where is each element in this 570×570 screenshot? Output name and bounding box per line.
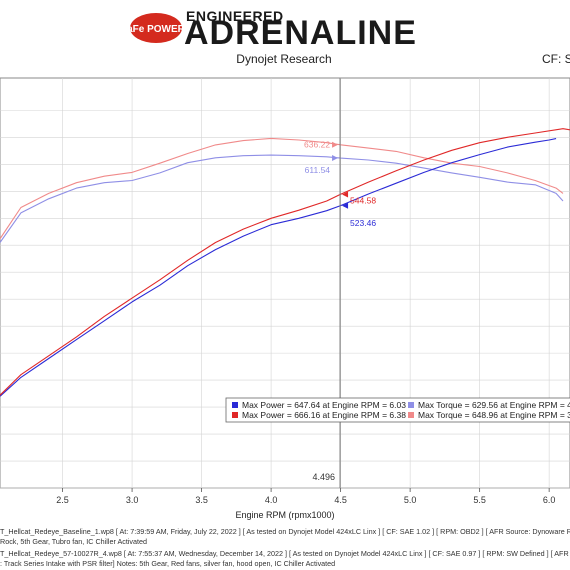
x-tick-label: 4.0 bbox=[265, 495, 278, 505]
footer-line-2: Rock, 5th Gear, Tubro fan, IC Chiller Ac… bbox=[0, 537, 147, 546]
rpm-cursor-label: 4.496 bbox=[313, 472, 336, 482]
x-tick-label: 2.5 bbox=[56, 495, 69, 505]
annotation-label: 523.46 bbox=[350, 218, 376, 228]
annotation-marker bbox=[332, 155, 339, 162]
legend-swatch-torque-modified bbox=[408, 412, 414, 418]
legend-label: Max Torque = 629.56 at Engine RPM = 4.07 bbox=[418, 400, 570, 410]
x-tick-label: 4.5 bbox=[334, 495, 347, 505]
annotation-marker bbox=[342, 191, 349, 198]
afe-logo-badge-shape bbox=[130, 13, 182, 43]
x-tick-label: 5.5 bbox=[473, 495, 486, 505]
legend-label: Max Power = 666.16 at Engine RPM = 6.38 bbox=[242, 410, 406, 420]
x-tick-label: 5.0 bbox=[404, 495, 417, 505]
chart-title: Dynojet Research bbox=[236, 52, 331, 66]
brand-top-text: ENGINEERED bbox=[186, 8, 284, 24]
legend: Max Power = 647.64 at Engine RPM = 6.03 M… bbox=[225, 397, 570, 423]
x-axis-title: Engine RPM (rpmx1000) bbox=[235, 510, 334, 520]
series-layer bbox=[0, 128, 570, 397]
x-tick-label: 3.0 bbox=[126, 495, 139, 505]
footer-line-1: T_Hellcat_Redeye_Baseline_1.wp8 [ At: 7:… bbox=[0, 527, 570, 536]
series-line-power-baseline bbox=[0, 138, 557, 397]
legend-swatch-power-baseline bbox=[232, 402, 238, 408]
footer: T_Hellcat_Redeye_Baseline_1.wp8 [ At: 7:… bbox=[0, 527, 570, 568]
cf-label: CF: SA bbox=[542, 52, 570, 66]
series-line-power-modified bbox=[0, 128, 570, 396]
legend-label: Max Torque = 648.96 at Engine RPM = 3.71 bbox=[418, 410, 570, 420]
annotation-marker bbox=[332, 141, 339, 148]
afe-logo: aFe POWER bbox=[127, 13, 186, 43]
footer-line-3: T_Hellcat_Redeye_57-10027R_4.wp8 [ At: 7… bbox=[0, 549, 570, 558]
legend-swatch-torque-baseline bbox=[408, 402, 414, 408]
afe-logo-badge-text: aFe POWER bbox=[127, 24, 186, 35]
annotation-label: 611.54 bbox=[305, 165, 331, 175]
legend-items: Max Power = 647.64 at Engine RPM = 6.03 M… bbox=[232, 400, 570, 420]
header: aFe POWER ENGINEERED ADRENALINE bbox=[127, 8, 417, 52]
series-line-torque-baseline bbox=[0, 154, 564, 243]
annotation-marker bbox=[342, 202, 349, 209]
annotation-layer: 636.22 611.54 544.58 523.46 bbox=[304, 140, 376, 228]
series-line-torque-modified bbox=[0, 137, 564, 240]
x-tick-label: 6.0 bbox=[543, 495, 556, 505]
annotation-label: 636.22 bbox=[304, 140, 330, 150]
brand-main-text: ADRENALINE bbox=[184, 14, 417, 52]
footer-line-4: : Track Series Intake with PSR filter] N… bbox=[0, 559, 335, 568]
legend-label: Max Power = 647.64 at Engine RPM = 6.03 bbox=[242, 400, 406, 410]
legend-swatch-power-modified bbox=[232, 412, 238, 418]
annotation-label: 544.58 bbox=[350, 195, 376, 205]
x-axis-ticks: 2.5 3.0 3.5 4.0 4.5 5.0 5.5 6.0 bbox=[56, 488, 555, 505]
x-tick-label: 3.5 bbox=[195, 495, 208, 505]
legend-box bbox=[225, 397, 570, 423]
